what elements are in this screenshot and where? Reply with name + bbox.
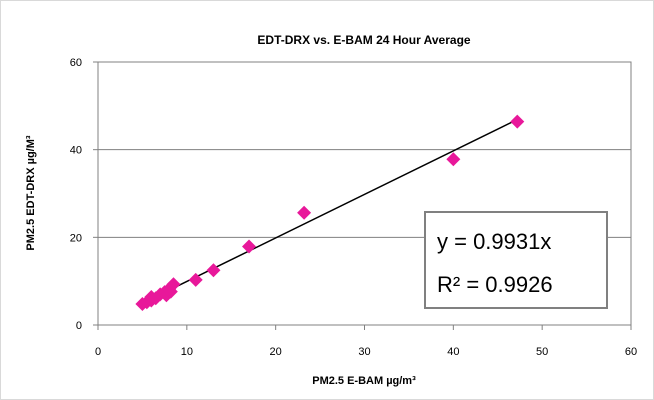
- data-point-16: [446, 152, 461, 167]
- trendline: [142, 118, 518, 304]
- data-point-13: [206, 263, 221, 278]
- data-point-15: [297, 205, 312, 220]
- y-tick-label: 20: [70, 232, 82, 244]
- x-tick-label: 10: [181, 346, 193, 358]
- x-axis-tick-labels: 0 10 20 30 40 50 60: [95, 346, 637, 358]
- x-tick-label: 40: [447, 346, 459, 358]
- y-axis-tick-labels: 0 20 40 60: [70, 57, 82, 332]
- trendline-equation: y = 0.9931x: [437, 229, 551, 254]
- x-tick-label: 0: [95, 346, 101, 358]
- x-tick-label: 30: [358, 346, 370, 358]
- equation-box-frame: [424, 211, 608, 309]
- chart-title: EDT-DRX vs. E-BAM 24 Hour Average: [257, 33, 470, 47]
- data-point-14: [242, 239, 257, 254]
- y-axis-title: PM2.5 EDT-DRX µg/M³: [25, 135, 37, 250]
- x-tick-label: 60: [625, 346, 637, 358]
- r-squared-label: R² = 0.9926: [437, 272, 553, 297]
- x-axis-title: PM2.5 E-BAM µg/m³: [312, 375, 416, 387]
- x-tick-label: 20: [270, 346, 282, 358]
- y-tick-label: 60: [70, 57, 82, 69]
- data-points: [135, 114, 525, 311]
- data-point-17: [510, 114, 525, 129]
- equation-box: y = 0.9931x R² = 0.9926: [424, 211, 608, 309]
- data-point-12: [188, 272, 203, 287]
- x-tick-label: 50: [536, 346, 548, 358]
- data-point-11: [166, 277, 181, 292]
- y-tick-label: 40: [70, 145, 82, 157]
- y-tick-label: 0: [76, 320, 82, 332]
